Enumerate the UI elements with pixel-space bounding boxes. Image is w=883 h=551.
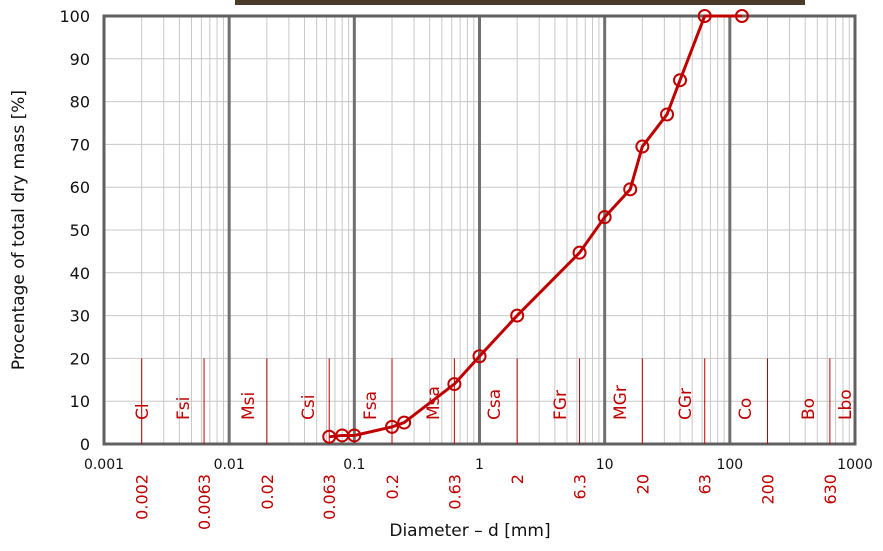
y-tick-label: 90 bbox=[70, 50, 90, 69]
x-axis-title: Diameter – d [mm] bbox=[389, 521, 550, 541]
y-tick-label: 10 bbox=[70, 392, 90, 411]
fraction-label: Lbo bbox=[836, 389, 856, 420]
x-tick-label: 1 bbox=[475, 457, 484, 473]
boundary-label: 200 bbox=[759, 474, 778, 505]
chart: Diameter – d [mm] Procentage of total dr… bbox=[0, 0, 883, 547]
x-tick-label: 0.001 bbox=[84, 457, 124, 473]
fraction-label: Bo bbox=[799, 398, 819, 420]
y-tick-label: 50 bbox=[70, 221, 90, 240]
x-tick-label: 0.1 bbox=[343, 457, 365, 473]
fraction-label: Fsi bbox=[174, 397, 194, 420]
fraction-label: Co bbox=[736, 398, 756, 420]
y-tick-label: 30 bbox=[70, 307, 90, 326]
x-tick-label: 1000 bbox=[837, 457, 873, 473]
y-tick-label: 20 bbox=[70, 349, 90, 368]
boundary-label: 63 bbox=[696, 474, 715, 494]
fraction-label: Csi bbox=[299, 395, 319, 420]
x-tick-label: 100 bbox=[716, 457, 743, 473]
boundary-label: 6.3 bbox=[571, 474, 590, 499]
fraction-label: Cl bbox=[133, 403, 153, 420]
fraction-label: MGr bbox=[611, 385, 631, 420]
fraction-label: CGr bbox=[676, 388, 696, 420]
boundary-label: 0.002 bbox=[133, 474, 152, 520]
y-tick-label: 0 bbox=[80, 435, 90, 454]
y-tick-label: 80 bbox=[70, 93, 90, 112]
boundary-label: 0.02 bbox=[258, 474, 277, 510]
y-tick-label: 60 bbox=[70, 178, 90, 197]
y-axis-title: Procentage of total dry mass [%] bbox=[9, 90, 29, 370]
boundary-label: 0.0063 bbox=[195, 474, 214, 530]
y-tick-label: 70 bbox=[70, 135, 90, 154]
boundary-label: 0.2 bbox=[383, 474, 402, 499]
cropped-image-edge bbox=[235, 0, 805, 5]
fraction-label: Fsa bbox=[361, 391, 381, 420]
boundary-label: 2 bbox=[508, 474, 527, 484]
y-tick-label: 100 bbox=[59, 7, 90, 26]
fraction-label: Msa bbox=[424, 386, 444, 420]
fraction-label: Csa bbox=[485, 389, 505, 420]
x-tick-label: 10 bbox=[596, 457, 614, 473]
fraction-label: FGr bbox=[551, 390, 571, 420]
y-tick-label: 40 bbox=[70, 264, 90, 283]
fraction-label: Msi bbox=[239, 392, 259, 420]
boundary-label: 0.63 bbox=[445, 474, 464, 510]
boundary-label: 20 bbox=[633, 474, 652, 494]
boundary-label: 630 bbox=[821, 474, 840, 505]
boundary-label: 0.063 bbox=[320, 474, 339, 520]
x-tick-label: 0.01 bbox=[214, 457, 245, 473]
